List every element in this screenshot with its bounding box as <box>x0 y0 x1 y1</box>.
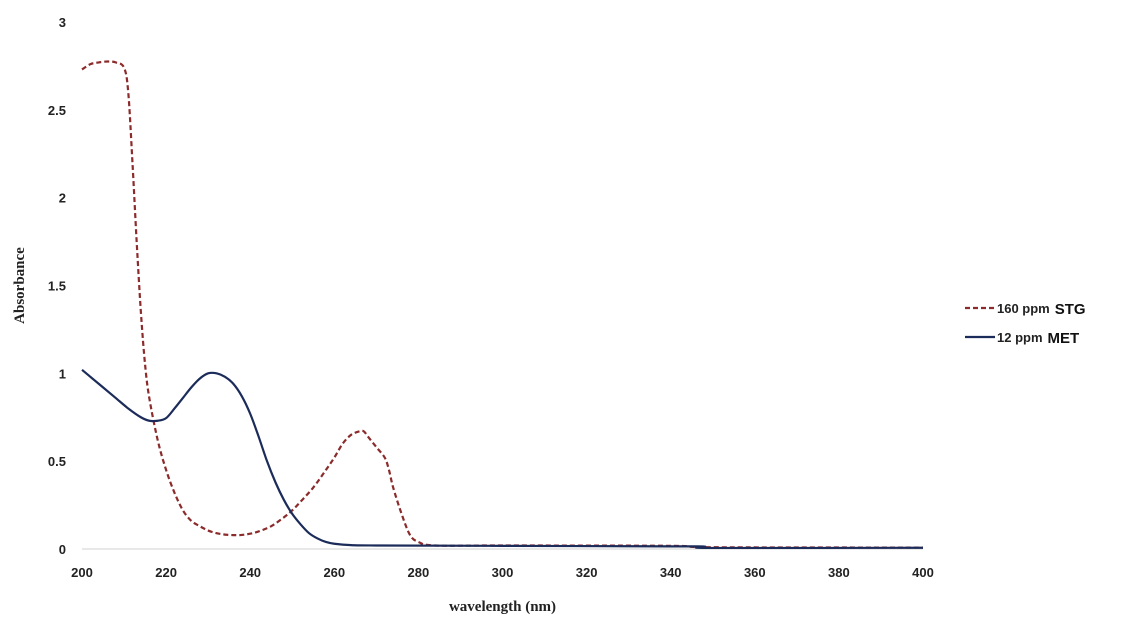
y-tick-label: 1.5 <box>48 279 66 294</box>
x-tick-labels: 200 220 240 260 280 300 320 340 360 380 400 <box>71 565 934 580</box>
legend-label: 160 ppm <box>997 301 1050 316</box>
x-tick-label: 260 <box>323 565 345 580</box>
x-tick-label: 360 <box>744 565 766 580</box>
y-tick-label: 3 <box>59 15 66 30</box>
legend-tag: STG <box>1055 301 1086 318</box>
x-tick-label: 220 <box>155 565 177 580</box>
x-tick-label: 300 <box>492 565 514 580</box>
series-layer <box>81 60 924 550</box>
y-tick-label: 2.5 <box>48 103 66 118</box>
y-tick-label: 1 <box>59 366 66 381</box>
legend: 160 ppm STG 12 ppm MET <box>965 301 1086 347</box>
y-tick-label: 0 <box>59 542 66 557</box>
x-tick-label: 400 <box>912 565 934 580</box>
x-tick-label: 280 <box>408 565 430 580</box>
y-tick-labels: 0 0.5 1 1.5 2 2.5 3 <box>48 15 66 557</box>
legend-label: 12 ppm <box>997 330 1043 345</box>
legend-item-stg: 160 ppm STG <box>965 301 1086 318</box>
x-tick-label: 320 <box>576 565 598 580</box>
x-tick-label: 380 <box>828 565 850 580</box>
legend-tag: MET <box>1048 330 1080 347</box>
x-tick-label: 240 <box>239 565 261 580</box>
legend-item-met: 12 ppm MET <box>965 330 1079 347</box>
x-axis-title: wavelength (nm) <box>449 599 556 615</box>
y-tick-label: 0.5 <box>48 454 66 469</box>
x-tick-label: 340 <box>660 565 682 580</box>
y-axis-title: Absorbance <box>12 247 28 324</box>
y-tick-label: 2 <box>59 191 66 206</box>
series-line-stg <box>81 60 924 549</box>
series-line-met <box>81 368 924 550</box>
x-tick-label: 200 <box>71 565 93 580</box>
